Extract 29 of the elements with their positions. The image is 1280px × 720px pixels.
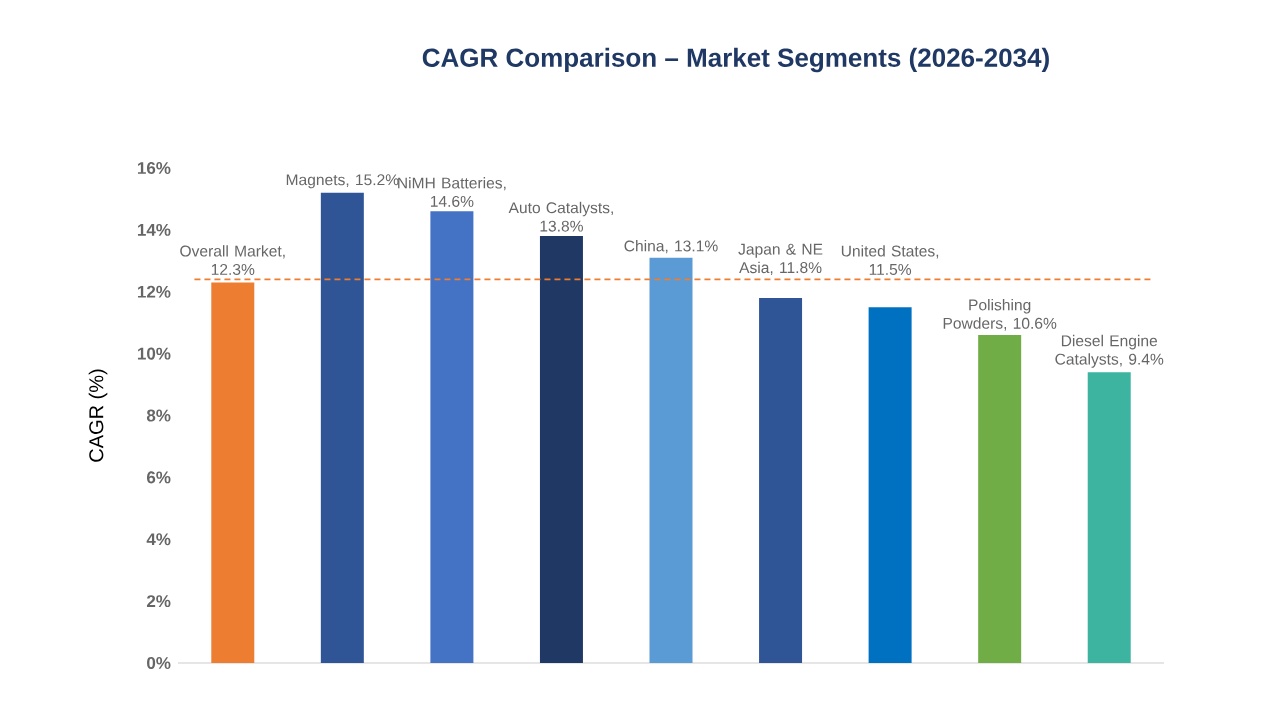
data-label: Diesel Engine Catalysts, 9.4% xyxy=(1055,334,1164,368)
bar xyxy=(759,297,803,663)
chart-title: CAGR Comparison – Market Segments (2026-2034) xyxy=(422,47,1049,73)
bar xyxy=(430,211,474,663)
bar xyxy=(211,282,255,663)
y-tick-label: 10% xyxy=(137,347,171,360)
data-label: Polishing Powders, 10.6% xyxy=(943,298,1057,331)
bar xyxy=(649,257,693,663)
data-label: NiMH Batteries, 14.6% xyxy=(398,177,506,207)
y-tick-label: 6% xyxy=(147,471,171,484)
y-tick-label: 4% xyxy=(146,533,171,546)
y-tick-label: 14% xyxy=(137,223,171,236)
bar xyxy=(320,192,364,663)
y-tick-label: 2% xyxy=(146,595,171,608)
y-tick-label: 16% xyxy=(137,162,171,175)
data-label: United States, 11.5% xyxy=(841,245,939,275)
data-label: Magnets, 15.2% xyxy=(286,174,399,189)
bar xyxy=(868,307,912,663)
y-tick-label: 12% xyxy=(137,285,171,298)
y-tick-label: 8% xyxy=(146,409,171,422)
bar xyxy=(539,236,583,663)
bar xyxy=(1087,372,1131,663)
bar xyxy=(978,335,1022,663)
data-label: Overall Market, 12.3% xyxy=(180,245,285,275)
y-tick-label: 0% xyxy=(147,656,171,670)
data-label: Auto Catalysts, 13.8% xyxy=(508,201,613,232)
data-label: China, 13.1% xyxy=(624,240,718,254)
y-axis-title: CAGR (%) xyxy=(88,369,108,462)
data-label: Japan & NE Asia, 11.8% xyxy=(738,243,823,275)
